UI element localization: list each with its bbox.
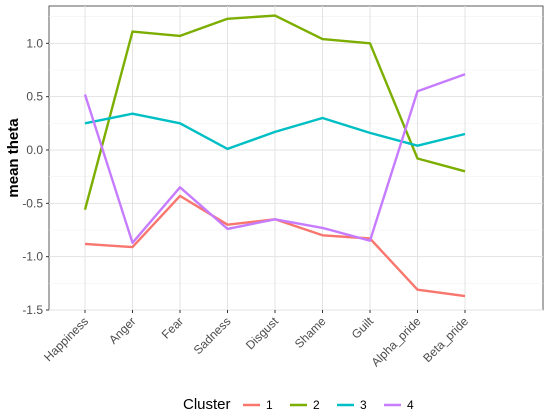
- x-tick-label: Beta_pride: [420, 314, 471, 365]
- x-tick-label: Disgust: [243, 314, 282, 353]
- x-tick-label: Alpha_pride: [368, 314, 423, 369]
- x-tick-label: Happiness: [41, 314, 91, 364]
- legend-title: Cluster: [183, 396, 231, 413]
- y-tick-label: 1.0: [26, 36, 43, 50]
- legend-label-3: 3: [360, 398, 367, 412]
- x-tick-label: Fear: [159, 314, 186, 341]
- y-tick-label: 0.5: [26, 90, 43, 104]
- y-tick-label: 0.0: [26, 143, 43, 157]
- y-axis: -1.5 -1.0 -0.5 0.0 0.5 1.0: [22, 36, 49, 317]
- x-tick-label: Sadness: [191, 314, 234, 357]
- x-tick-label: Shame: [292, 314, 329, 351]
- legend-label-2: 2: [313, 398, 320, 412]
- x-tick-label: Guilt: [349, 314, 377, 342]
- grid-lines: [49, 6, 543, 311]
- panel-background: [48, 5, 544, 311]
- y-tick-label: -1.5: [22, 303, 43, 317]
- legend: Cluster 1 2 3 4: [183, 396, 414, 413]
- series-lines: [83, 14, 466, 298]
- y-axis-title: mean theta: [5, 118, 22, 198]
- series-line-2: [83, 14, 466, 211]
- series-line-4: [83, 73, 466, 245]
- legend-label-4: 4: [407, 398, 414, 412]
- x-axis: Happiness Anger Fear Sadness Disgust Shame Gui…: [41, 310, 471, 369]
- legend-label-1: 1: [266, 398, 273, 412]
- y-tick-label: -0.5: [22, 196, 43, 210]
- y-tick-label: -1.0: [22, 250, 43, 264]
- x-tick-label: Anger: [106, 314, 139, 347]
